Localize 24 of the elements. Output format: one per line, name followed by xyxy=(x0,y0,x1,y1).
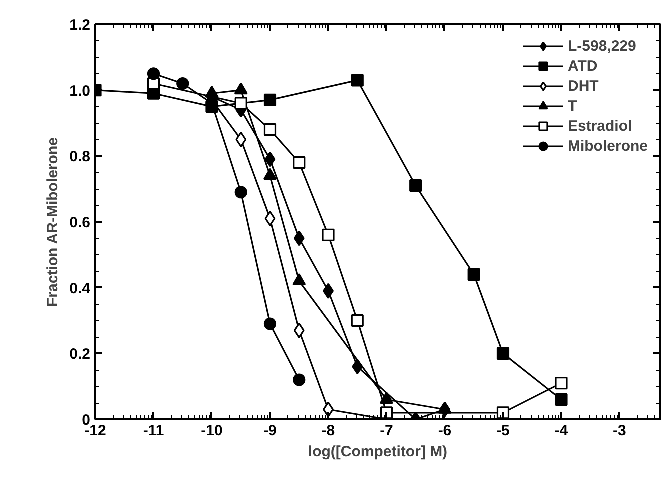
x-tick-label: -11 xyxy=(143,422,164,440)
y-tick-label: 0.4 xyxy=(70,280,92,298)
x-tick-label: -10 xyxy=(201,422,223,440)
y-tick-label: 0.8 xyxy=(70,148,91,166)
x-tick-label: -3 xyxy=(613,422,626,440)
x-tick-label: -4 xyxy=(554,422,569,440)
y-tick-label: 1.0 xyxy=(70,82,91,100)
x-tick-label: -6 xyxy=(438,422,452,440)
x-tick-label: -8 xyxy=(322,422,336,440)
y-tick-label: 0 xyxy=(82,412,90,429)
legend-label: DHT xyxy=(568,76,599,96)
y-axis-title: Fraction AR-Mibolerone xyxy=(44,138,62,307)
x-axis-title: log([Competitor] M) xyxy=(308,444,448,460)
legend-label: T xyxy=(568,96,578,116)
legend-label: L-598,229 xyxy=(568,36,636,56)
legend-label: ATD xyxy=(568,56,598,76)
y-tick-label: 0.2 xyxy=(70,346,91,364)
legend-label: Mibolerone xyxy=(568,136,648,156)
x-tick-label: -5 xyxy=(496,422,510,440)
y-tick-label: 1.2 xyxy=(70,17,91,34)
x-tick-label: -7 xyxy=(380,422,394,440)
y-tick-label: 0.6 xyxy=(70,214,91,232)
x-tick-label: -9 xyxy=(264,422,277,440)
legend-label: Estradiol xyxy=(568,116,632,136)
